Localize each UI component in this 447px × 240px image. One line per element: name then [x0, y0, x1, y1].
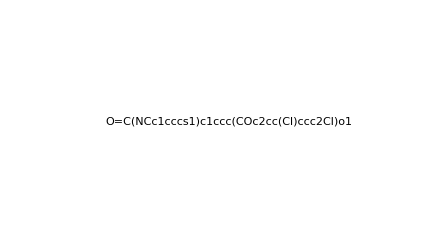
Text: O=C(NCc1cccs1)c1ccc(COc2cc(Cl)ccc2Cl)o1: O=C(NCc1cccs1)c1ccc(COc2cc(Cl)ccc2Cl)o1: [105, 116, 353, 126]
